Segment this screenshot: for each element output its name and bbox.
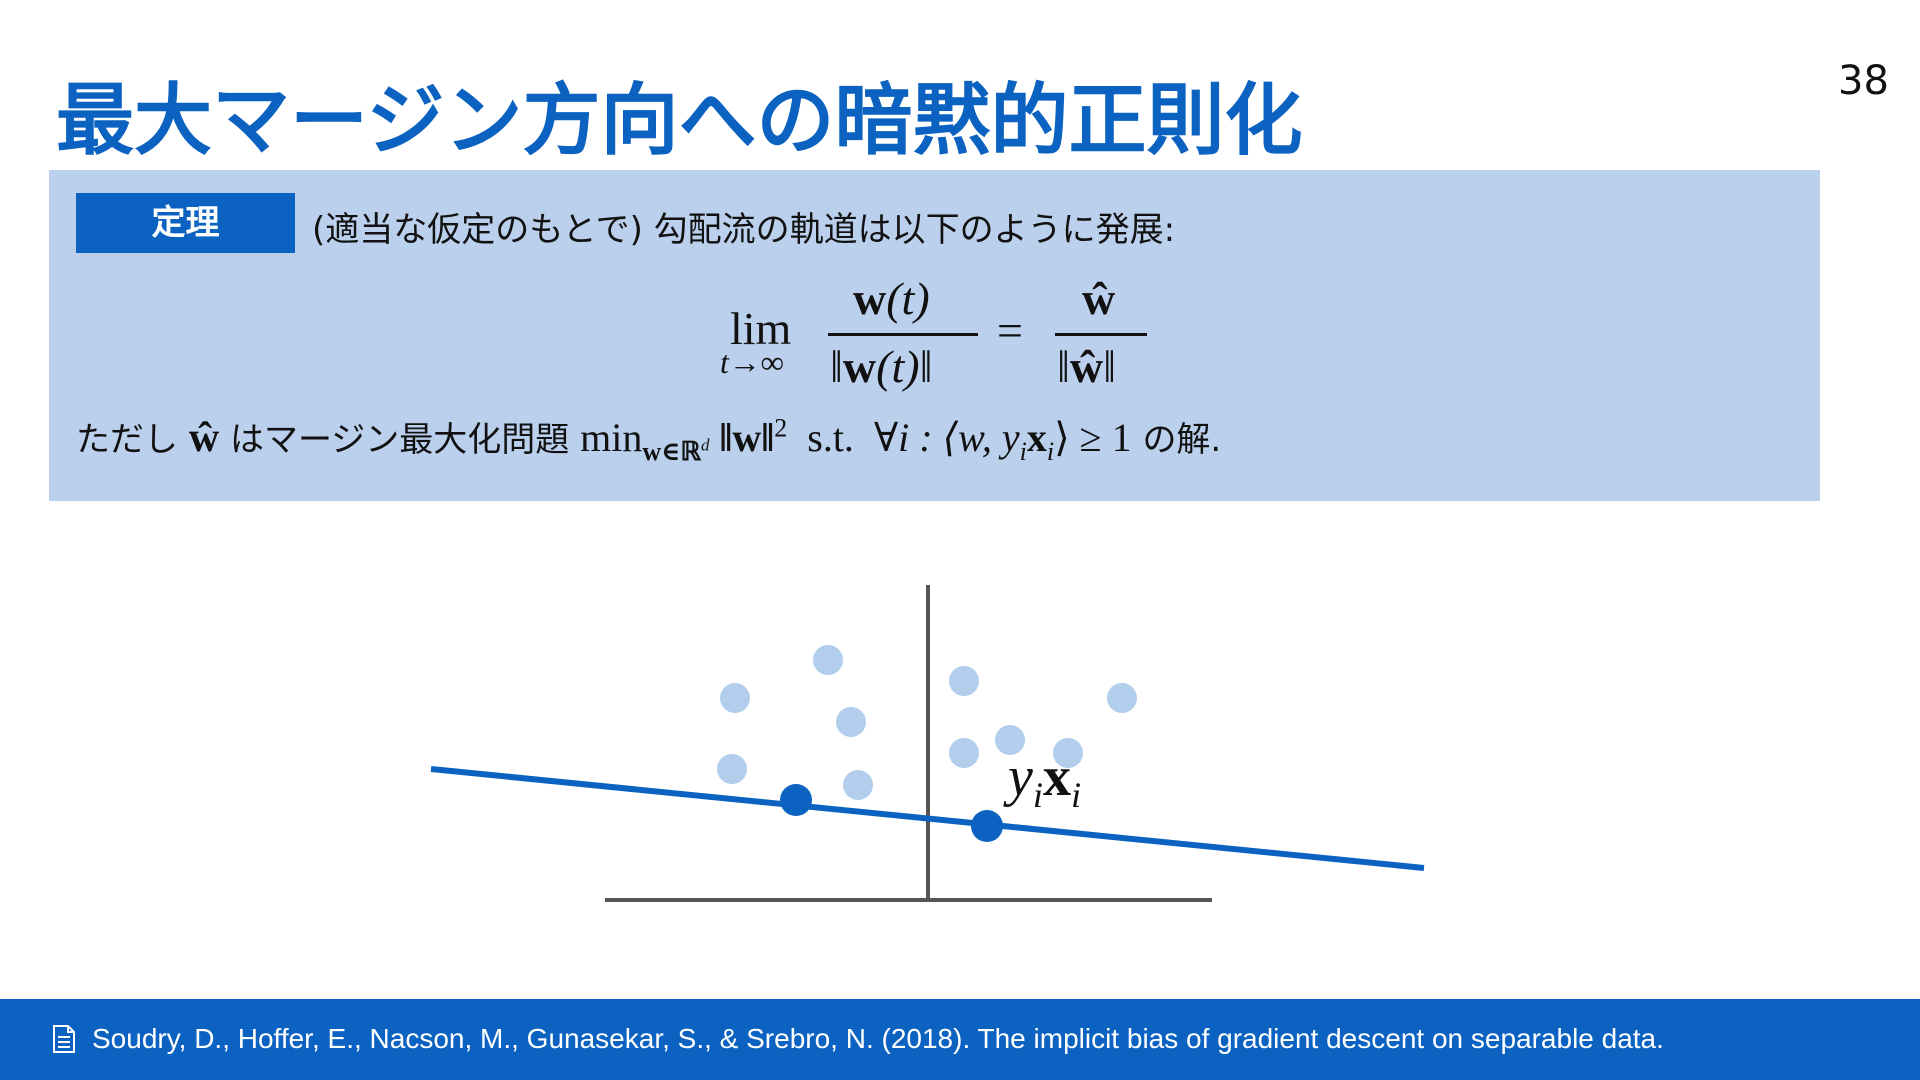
y-sub: i — [1032, 775, 1043, 816]
point — [843, 770, 873, 800]
min-sub: w∈ℝ — [642, 437, 701, 466]
theorem-note: ただし ŵ はマージン最大化問題 minw∈ℝd ‖w‖2 s.t. ∀i : … — [76, 412, 1221, 467]
x: x — [1026, 415, 1047, 460]
point — [1053, 738, 1083, 768]
point-label: yixi — [1008, 745, 1081, 816]
point — [949, 666, 979, 696]
y: y — [1008, 746, 1033, 808]
point — [1107, 683, 1137, 713]
theorem-label: 定理 — [76, 193, 295, 253]
support-point — [971, 810, 1003, 842]
den-rest: (t)‖ — [876, 341, 933, 392]
norm-right: ‖ — [1103, 341, 1117, 392]
bold-w: w — [842, 341, 877, 392]
lim-sub: t→∞ — [720, 344, 784, 380]
min: min — [580, 415, 643, 460]
norm-left: ‖ — [1057, 341, 1070, 392]
norm: ‖w‖ — [719, 415, 775, 460]
bold-w: ŵ — [1069, 341, 1104, 392]
point — [836, 707, 866, 737]
point — [717, 754, 747, 784]
numerator: w(t) — [853, 272, 930, 325]
st: s.t. — [807, 415, 854, 460]
constraint-tail: ⟩ ≥ 1 — [1054, 415, 1132, 460]
point — [995, 725, 1025, 755]
fraction-bar — [828, 333, 978, 336]
objective: minw∈ℝd ‖w‖2 s.t. ∀i : ⟨w, yixi⟩ ≥ 1 — [580, 413, 1132, 466]
point — [949, 738, 979, 768]
boundary-line — [430, 766, 1425, 871]
norm-sup: 2 — [774, 413, 788, 443]
min-sub-sup: d — [700, 435, 710, 455]
note-prefix: ただし — [76, 420, 178, 460]
x: x — [1042, 746, 1071, 808]
denominator: ‖w(t)‖ — [830, 340, 933, 393]
rhs-numerator: ŵ — [1082, 273, 1116, 324]
constraint: ∀i : ⟨w, y — [873, 415, 1020, 460]
footer: Soudry, D., Hoffer, E., Nacson, M., Guna… — [0, 999, 1920, 1080]
rhs-denominator: ‖ŵ‖ — [1057, 340, 1116, 393]
title: 最大マージン方向への暗黙的正則化 — [56, 76, 1303, 166]
num-rest: (t) — [886, 273, 930, 324]
point — [720, 683, 750, 713]
equals: = — [997, 305, 1023, 356]
note-suffix: の解. — [1142, 420, 1222, 460]
support-point — [780, 784, 812, 816]
citation: Soudry, D., Hoffer, E., Nacson, M., Guna… — [92, 1023, 1664, 1054]
lim: lim — [730, 303, 792, 354]
formula: lim t→∞ w(t) ‖w(t)‖ = ŵ ‖ŵ‖ — [0, 270, 1920, 400]
points — [717, 645, 1137, 800]
w-hat: ŵ — [188, 415, 220, 461]
figure — [430, 585, 1425, 902]
theorem-intro: (適当な仮定のもとで) 勾配流の軌道は以下のように発展: — [312, 210, 1176, 250]
x-sub: i — [1046, 437, 1055, 466]
y-sub: i — [1019, 437, 1027, 466]
document-icon — [53, 1025, 75, 1053]
fraction-bar — [1055, 333, 1147, 336]
x-sub: i — [1070, 775, 1082, 816]
page-number: 38 — [1838, 58, 1889, 104]
bold-w: w — [853, 273, 887, 324]
norm-left: ‖ — [830, 341, 843, 392]
point — [813, 645, 843, 675]
note-middle: はマージン最大化問題 — [229, 420, 570, 460]
